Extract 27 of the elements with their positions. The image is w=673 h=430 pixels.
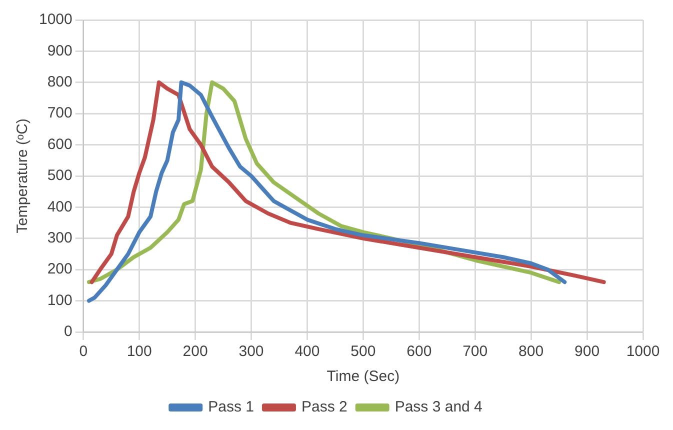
x-tick-label: 0 [79, 343, 88, 360]
y-tick-label: 600 [47, 136, 72, 153]
y-tick-label: 900 [47, 42, 72, 60]
y-tick-label: 800 [47, 74, 72, 91]
y-tick-label: 500 [47, 167, 72, 184]
y-tick-label: 100 [47, 292, 72, 309]
x-tick-label: 300 [238, 343, 264, 360]
x-tick-label: 200 [182, 343, 208, 360]
x-tick-label: 500 [350, 343, 376, 360]
x-tick-label: 600 [406, 343, 432, 360]
x-tick-label: 800 [518, 343, 544, 360]
y-axis-title: Temperature (ᵒC) [14, 118, 32, 234]
y-tick-label: 200 [47, 260, 72, 278]
legend-label: Pass 3 and 4 [394, 398, 482, 416]
x-tick-label: 700 [462, 343, 488, 360]
x-tick-label: 900 [574, 343, 600, 360]
y-tick-label: 400 [47, 198, 72, 216]
y-tick-label: 300 [47, 230, 72, 247]
x-tick-label: 100 [126, 343, 152, 360]
y-tick-label: 1000 [38, 11, 72, 28]
legend-label: Pass 2 [301, 398, 348, 416]
y-tick-label: 0 [64, 323, 72, 340]
x-tick-label: 400 [294, 343, 320, 360]
y-tick-label: 700 [47, 104, 72, 122]
legend-label: Pass 1 [208, 398, 254, 416]
x-tick-label: 1000 [626, 343, 660, 360]
x-axis-title: Time (Sec) [326, 368, 400, 386]
